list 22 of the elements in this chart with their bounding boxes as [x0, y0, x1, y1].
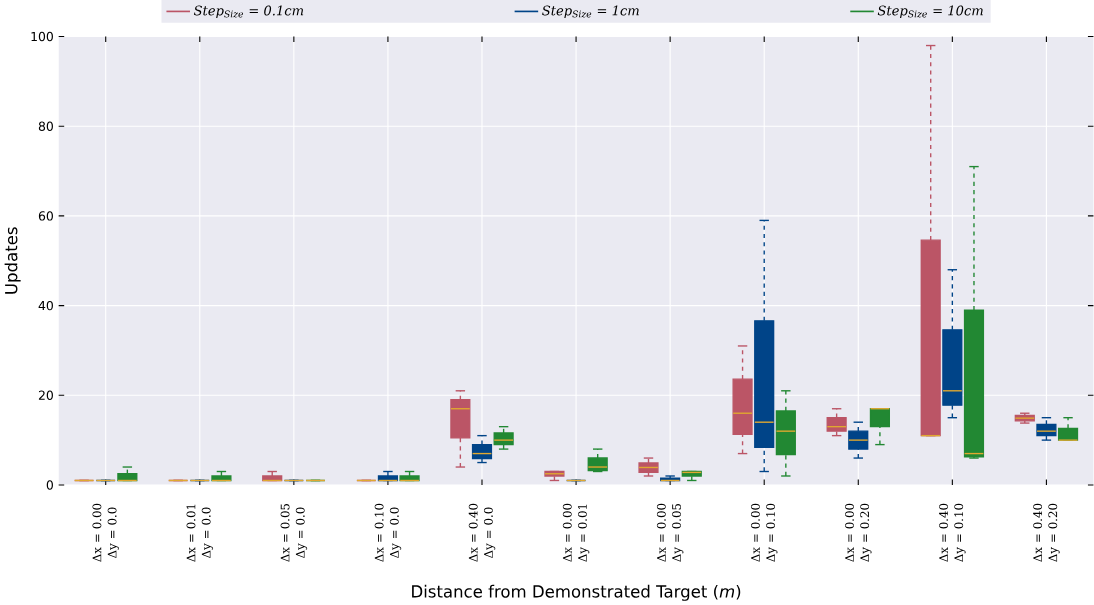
y-tick-label: 80 — [38, 121, 53, 131]
x-tick-label: Δx = 0.40 Δy = 0.0 — [468, 503, 496, 562]
x-tick-label: Δx = 0.01 Δy = 0.0 — [186, 504, 214, 562]
y-tick-label: 100 — [31, 31, 53, 42]
x-tick-label: Δx = 0.00 Δy = 0.0 — [92, 503, 119, 562]
y-axis-title: Updates — [4, 227, 21, 294]
y-tick-label: 60 — [38, 210, 53, 221]
y-tick-label: 40 — [38, 300, 53, 311]
legend-label: Step$_{Size}$ = 0.1cm — [193, 5, 304, 18]
x-tick-label: Δx = 0.00 Δy = 0.20 — [845, 503, 872, 562]
x-tick-label: Δx = 0.00 Δy = 0.10 — [750, 503, 778, 562]
y-tick-label: 0 — [46, 480, 53, 490]
x-tick-label: Δx = 0.40 Δy = 0.20 — [1033, 503, 1060, 562]
x-tick-label: Δx = 0.00 Δy = 0.01 — [562, 503, 590, 562]
x-axis-title: Distance from Demonstrated Target (m) — [412, 584, 741, 601]
x-tick-label: Δx = 0.10 Δy = 0.0 — [374, 503, 402, 562]
legend-label: Step$_{Size}$ = 10cm — [877, 5, 983, 18]
legend-label: Step$_{Size}$ = 1cm — [542, 5, 639, 18]
y-tick-label: 20 — [38, 390, 53, 400]
x-tick-label: Δx = 0.00 Δy = 0.05 — [656, 503, 684, 562]
x-tick-label: Δx = 0.05 Δy = 0.0 — [280, 503, 308, 562]
x-tick-label: Δx = 0.40 Δy = 0.10 — [939, 503, 966, 562]
